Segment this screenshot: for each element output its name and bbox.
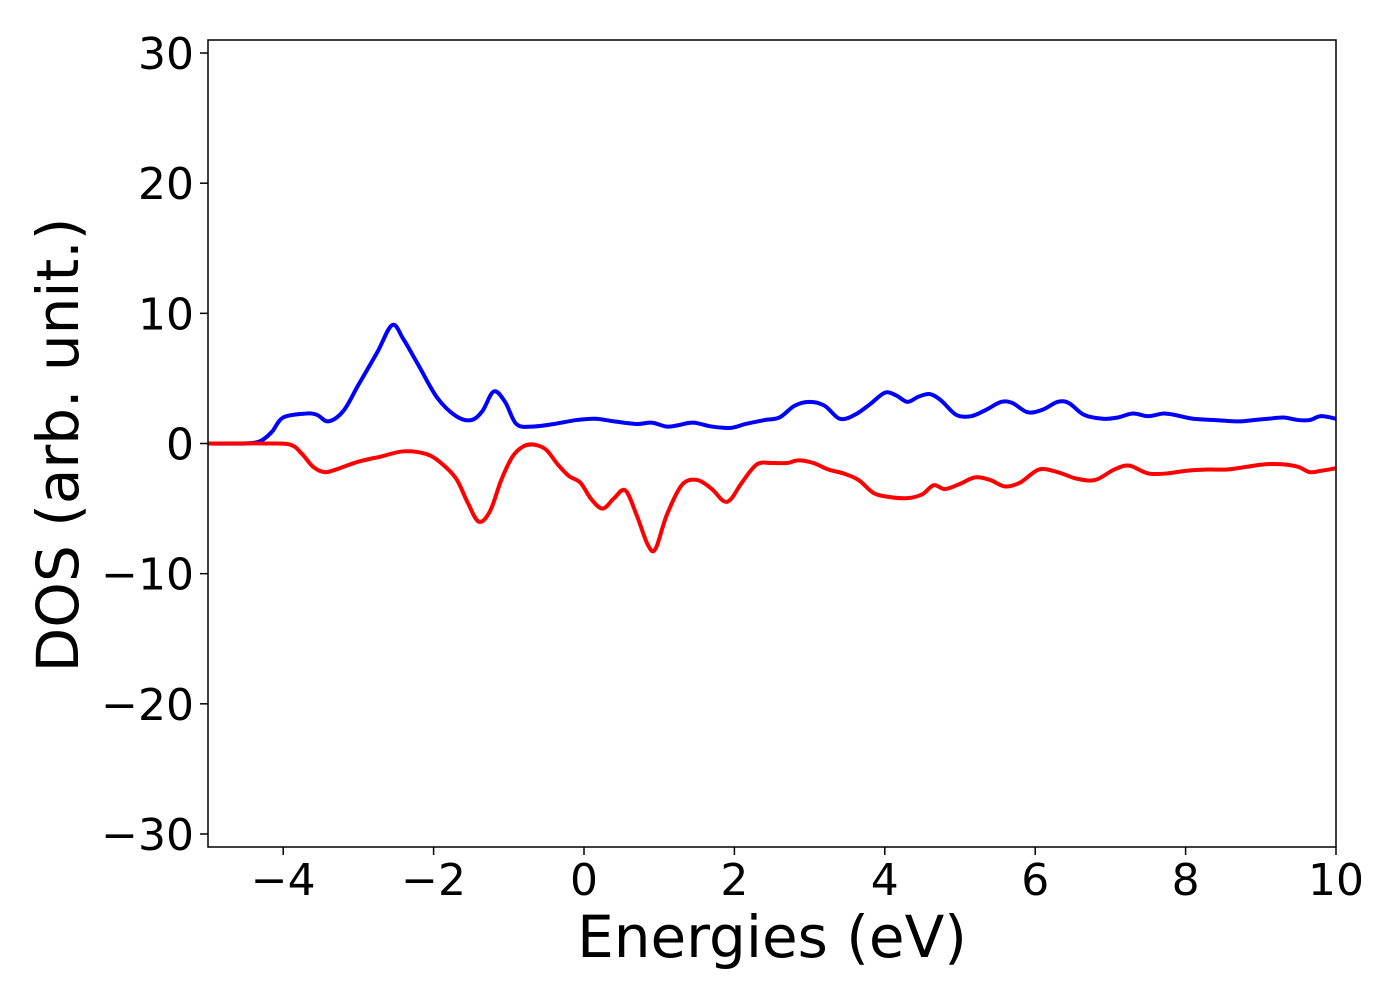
y-tick-label: 30 <box>138 29 194 80</box>
plot-frame <box>207 39 1337 848</box>
x-axis-title: Energies (eV) <box>577 903 967 971</box>
x-tick-label: 6 <box>1021 855 1049 906</box>
y-tick-label: 0 <box>166 420 194 471</box>
x-tick-label: 8 <box>1172 855 1200 906</box>
x-tick-label: −2 <box>401 855 466 906</box>
x-tick-label: 4 <box>871 855 899 906</box>
dos-series-line-1 <box>208 322 1336 446</box>
y-tick-label: 20 <box>138 159 194 210</box>
series-layer <box>208 322 1336 554</box>
y-tick-label: −10 <box>101 550 194 601</box>
x-axis: −4 −2 0 2 4 6 8 10 <box>251 847 1364 906</box>
y-tick-label: −30 <box>101 810 194 861</box>
x-tick-label: −4 <box>251 855 316 906</box>
y-tick-label: 10 <box>138 289 194 340</box>
y-axis: 30 20 10 0 −10 −20 −30 <box>101 29 208 861</box>
y-tick-label: −20 <box>101 680 194 731</box>
x-tick-label: 0 <box>570 855 598 906</box>
dos-series-line-2 <box>208 441 1336 554</box>
x-tick-label: 10 <box>1308 855 1364 906</box>
x-tick-label: 2 <box>720 855 748 906</box>
y-axis-title: DOS (arb. unit.) <box>24 218 92 673</box>
